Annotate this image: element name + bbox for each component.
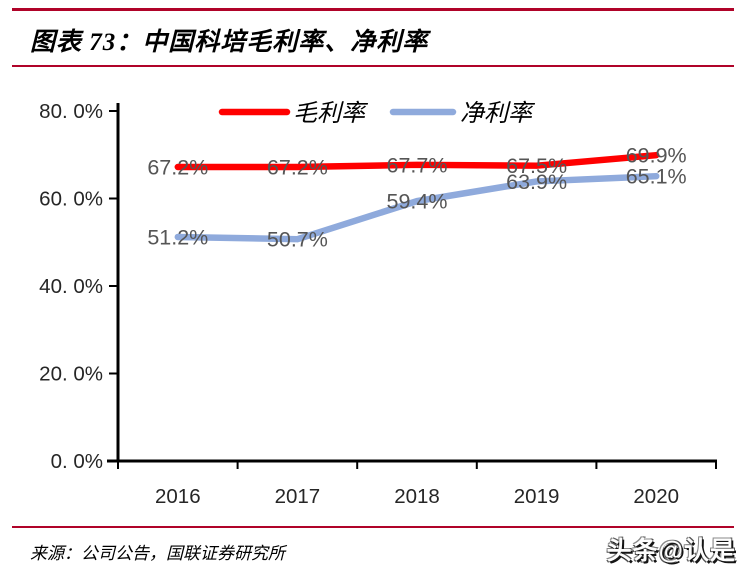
- point-label-gross-margin: 67.7%: [387, 153, 448, 177]
- source-note: 来源：公司公告，国联证券研究所: [30, 544, 285, 563]
- series-line-net-margin: [174, 172, 660, 243]
- x-tick-label: 2016: [155, 485, 201, 508]
- line-chart: 毛利率 净利率 80. 0% 60. 0% 40. 0% 20. 0% 0. 0% 2016 2…: [39, 100, 717, 508]
- top-rule: [12, 8, 734, 11]
- chart-title: 图表 73：中国科培毛利率、净利率: [30, 29, 429, 56]
- watermark: 头条@认是: [606, 537, 736, 565]
- legend-label: 净利率: [460, 100, 536, 127]
- x-tick-label: 2019: [514, 485, 560, 508]
- point-label-gross-margin: 67.5%: [506, 154, 567, 178]
- series-line-gross-margin: [174, 151, 660, 171]
- y-tick-label: 0. 0%: [51, 450, 103, 473]
- footer-rule: [12, 526, 734, 528]
- point-label-net-margin: 59.4%: [387, 190, 448, 214]
- x-tick-label: 2020: [633, 485, 679, 508]
- title-divider-rule: [12, 65, 734, 67]
- y-tick-label: 80. 0%: [39, 100, 103, 123]
- point-label-gross-margin: 69.9%: [626, 144, 687, 168]
- y-tick-label: 40. 0%: [39, 275, 103, 298]
- point-label-net-margin: 51.2%: [147, 226, 208, 250]
- point-label-net-margin: 63.9%: [506, 170, 567, 194]
- point-label-gross-margin: 67.2%: [147, 156, 208, 180]
- x-tick-label: 2018: [394, 485, 440, 508]
- point-label-gross-margin: 67.2%: [267, 156, 328, 180]
- x-tick-label: 2017: [275, 485, 321, 508]
- y-tick-label: 20. 0%: [39, 363, 103, 386]
- point-label-net-margin: 50.7%: [267, 228, 328, 252]
- point-label-net-margin: 65.1%: [626, 165, 687, 189]
- legend-label: 毛利率: [293, 100, 369, 127]
- y-tick-label: 60. 0%: [39, 188, 103, 211]
